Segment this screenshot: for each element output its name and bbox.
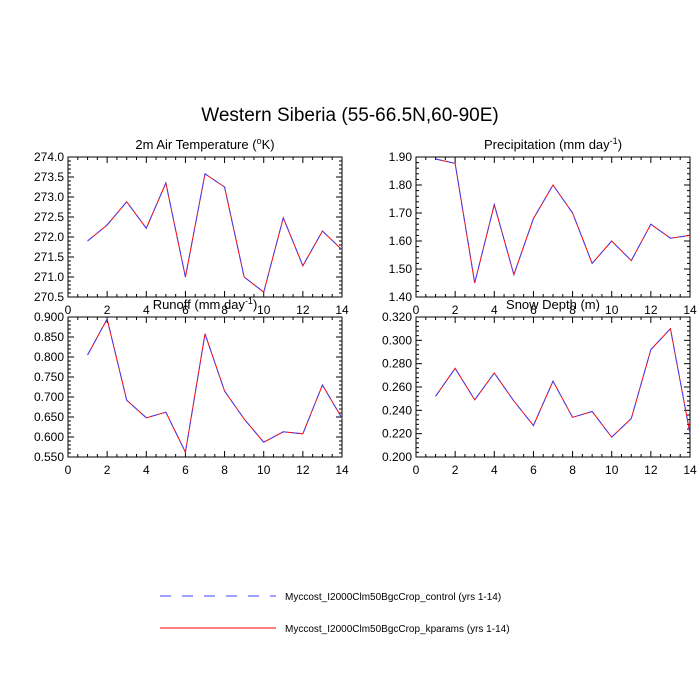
x-tick-label: 12 [296, 303, 310, 317]
x-tick-label: 0 [413, 303, 420, 317]
x-tick-label: 8 [569, 303, 576, 317]
x-tick-label: 4 [143, 463, 150, 477]
x-tick-label: 6 [182, 463, 189, 477]
series-line-control [87, 317, 343, 454]
panel-title-suffix: ) [253, 297, 257, 312]
y-tick-label: 1.50 [389, 262, 413, 276]
y-tick-label: 271.0 [34, 270, 64, 284]
x-tick-label: 8 [221, 303, 228, 317]
panel-snow-depth: Snow Depth (m) 0 2 4 6 8 10 12 14 0.200 0.220 0.240… [382, 297, 697, 477]
x-tick-label: 4 [491, 303, 498, 317]
y-tick-label: 272.5 [34, 210, 64, 224]
x-tick-label: 10 [605, 463, 619, 477]
y-tick-label: 1.90 [389, 150, 413, 164]
panel-title-text: Precipitation (mm day [484, 137, 610, 152]
x-tick-label: 0 [65, 463, 72, 477]
x-tick-label: 12 [644, 303, 658, 317]
panels: 2m Air Temperature (oK) 0 2 4 6 8 10 12 14 270.5 2… [34, 136, 697, 477]
y-tick-label: 1.40 [389, 290, 413, 304]
x-tick-label: 8 [569, 463, 576, 477]
series-line-control [87, 172, 343, 294]
panel-title-precipitation: Precipitation (mm day-1) [484, 136, 622, 152]
panel-title-text: 2m Air Temperature ( [135, 137, 257, 152]
y-tick-label: 0.900 [34, 310, 64, 324]
y-tick-label: 270.5 [34, 290, 64, 304]
y-tick-label: 273.5 [34, 170, 64, 184]
x-tick-label: 12 [644, 463, 658, 477]
y-tick-label: 0.600 [34, 430, 64, 444]
x-tick-label: 2 [452, 463, 459, 477]
x-tick-label: 0 [413, 463, 420, 477]
panel-precipitation: Precipitation (mm day-1) 0 2 4 6 8 10 12 14 1.40 1… [389, 136, 697, 317]
x-tick-label: 2 [104, 463, 111, 477]
x-tick-label: 14 [335, 463, 349, 477]
panel-title-suffix: ) [618, 137, 622, 152]
y-tick-label: 273.0 [34, 190, 64, 204]
panel-title-superscript: -1 [610, 136, 618, 146]
y-tick-label: 271.5 [34, 250, 64, 264]
x-tick-label: 10 [605, 303, 619, 317]
series-line-control [435, 327, 691, 438]
x-tick-label: 14 [683, 303, 697, 317]
panel-title-air-temperature: 2m Air Temperature (oK) [135, 136, 274, 152]
x-tick-label: 10 [257, 303, 271, 317]
panel-title-superscript: o [257, 136, 262, 146]
series-line-control [435, 158, 691, 284]
y-tick-label: 1.70 [389, 206, 413, 220]
x-tick-label: 6 [530, 463, 537, 477]
y-tick-label: 0.800 [34, 350, 64, 364]
x-tick-label: 2 [104, 303, 111, 317]
panel-title-runoff: Runoff (mm day-1) [153, 296, 258, 312]
y-tick-label: 0.240 [382, 403, 412, 417]
y-tick-label: 0.550 [34, 450, 64, 464]
y-tick-label: 0.750 [34, 370, 64, 384]
x-tick-label: 10 [257, 463, 271, 477]
x-tick-label: 4 [491, 463, 498, 477]
panel-runoff: Runoff (mm day-1) 0 2 4 6 8 10 12 14 0.550 0.600 0.… [34, 296, 349, 477]
y-tick-label: 1.80 [389, 178, 413, 192]
panel-air-temperature: 2m Air Temperature (oK) 0 2 4 6 8 10 12 14 270.5 2… [34, 136, 349, 317]
x-tick-label: 2 [452, 303, 459, 317]
figure-title: Western Siberia (55-66.5N,60-90E) [201, 105, 498, 126]
y-tick-label: 274.0 [34, 150, 64, 164]
y-tick-label: 272.0 [34, 230, 64, 244]
x-tick-label: 6 [530, 303, 537, 317]
y-tick-label: 0.700 [34, 390, 64, 404]
x-tick-label: 14 [335, 303, 349, 317]
panel-title-suffix: K) [262, 137, 275, 152]
x-tick-label: 4 [143, 303, 150, 317]
panel-title-snow-depth: Snow Depth (m) [506, 297, 600, 312]
x-tick-label: 14 [683, 463, 697, 477]
panel-title-text: Runoff (mm day [153, 297, 246, 312]
y-tick-label: 0.200 [382, 450, 412, 464]
x-tick-label: 6 [182, 303, 189, 317]
y-tick-label: 0.850 [34, 330, 64, 344]
y-tick-label: 0.280 [382, 357, 412, 371]
legend-label-kparams: Myccost_I2000Clm50BgcCrop_kparams (yrs 1… [285, 624, 510, 635]
x-tick-label: 0 [65, 303, 72, 317]
x-tick-label: 12 [296, 463, 310, 477]
y-tick-label: 0.320 [382, 310, 412, 324]
panel-title-text: Snow Depth (m) [506, 297, 600, 312]
legend: Myccost_I2000Clm50BgcCrop_control (yrs 1… [160, 592, 510, 635]
y-tick-label: 1.60 [389, 234, 413, 248]
y-tick-label: 0.650 [34, 410, 64, 424]
legend-label-control: Myccost_I2000Clm50BgcCrop_control (yrs 1… [285, 592, 501, 603]
y-tick-label: 0.220 [382, 427, 412, 441]
y-tick-label: 0.260 [382, 380, 412, 394]
x-tick-label: 8 [221, 463, 228, 477]
panel-title-superscript: -1 [245, 296, 253, 306]
y-tick-label: 0.300 [382, 333, 412, 347]
